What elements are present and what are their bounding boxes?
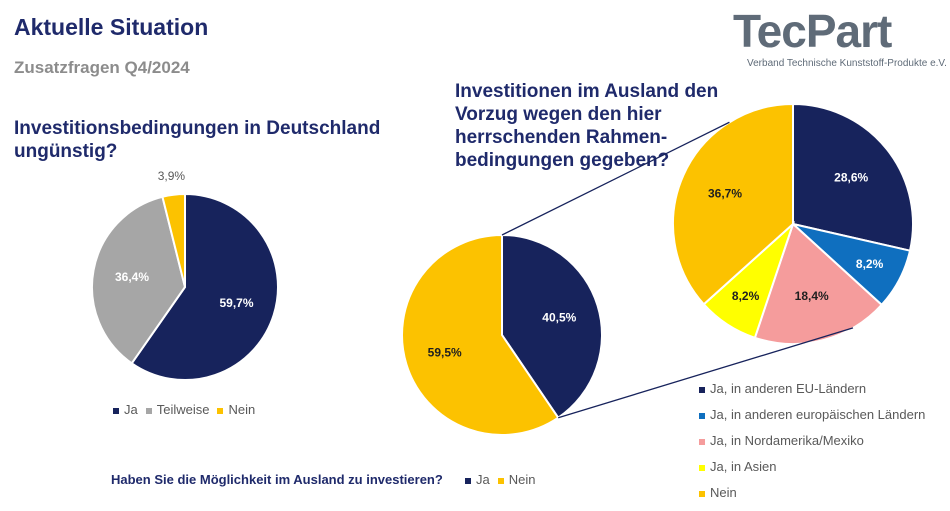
legend-label: Ja — [124, 402, 138, 417]
logo-tagline: Verband Technische Kunststoff-Produkte e… — [747, 58, 947, 69]
chart1-slice-1 — [91, 195, 187, 365]
chart2-slice-1 — [401, 233, 560, 436]
legend-swatch — [113, 407, 119, 414]
chart1-legend: Ja Teilweise Nein — [113, 402, 263, 417]
legend-label: Ja, in Asien — [710, 459, 777, 474]
legend-swatch — [699, 386, 705, 393]
chart3-legend: Ja, in anderen EU-Ländern Ja, in anderen … — [699, 381, 933, 511]
legend-label: Ja, in anderen EU-Ländern — [710, 381, 867, 396]
legend-item: Ja — [113, 402, 138, 417]
legend-item: Ja, in Nordamerika/Mexiko — [699, 433, 925, 448]
legend-item: Ja, in Asien — [699, 459, 925, 474]
legend-item: Ja, in anderen europäischen Ländern — [699, 407, 925, 422]
connector-line-bottom — [558, 327, 854, 419]
legend-swatch — [699, 490, 705, 497]
legend-swatch — [699, 412, 705, 419]
connector-line-top — [501, 121, 730, 236]
legend-label: Nein — [508, 472, 536, 487]
chart1-slice-2 — [161, 192, 186, 288]
legend-item: Nein — [497, 472, 536, 487]
legend-item: Ja — [465, 472, 490, 487]
chart3-pie: 28,6% 8,2% 18,4% 8,2% 36,7% — [672, 102, 914, 345]
legend-label: Ja — [476, 472, 490, 487]
chart3-label-3: 8,2% — [732, 289, 760, 303]
chart2-title: Haben Sie die Möglichkeit im Ausland zu … — [111, 472, 443, 487]
chart2-label-1: 59,5% — [428, 346, 462, 360]
chart3-label-1: 8,2% — [856, 257, 884, 271]
legend-item: Teilweise — [145, 402, 210, 417]
chart2-label-0: 40,5% — [542, 310, 576, 324]
legend-label: Ja, in Nordamerika/Mexiko — [710, 433, 864, 448]
chart3-label-2: 18,4% — [795, 289, 829, 303]
legend-swatch — [699, 464, 705, 471]
page-title: Aktuelle Situation — [14, 14, 209, 40]
legend-swatch — [497, 477, 504, 484]
chart2-slice-0 — [501, 233, 603, 420]
chart3-slice-4 — [672, 102, 794, 306]
legend-label: Nein — [710, 485, 737, 500]
chart1-label-0: 59,7% — [219, 296, 253, 310]
chart1-slice-0 — [130, 192, 279, 381]
chart2-legend: Ja Nein — [465, 472, 543, 487]
chart3-label-0: 28,6% — [834, 171, 868, 185]
chart1-title: Investitionsbedingungen in Deutschland u… — [14, 118, 381, 162]
legend-swatch — [699, 438, 705, 445]
chart3-title: Investitionen im Ausland den Vorzug wege… — [455, 81, 719, 171]
logo: TecPart — [733, 5, 892, 57]
legend-swatch — [145, 407, 152, 414]
chart3-label-4: 36,7% — [708, 187, 742, 201]
legend-label: Nein — [228, 402, 256, 417]
chart1-pie: 59,7% 36,4% 3,9% — [91, 169, 279, 381]
chart1-label-1: 36,4% — [115, 270, 149, 284]
legend-label: Teilweise — [156, 402, 210, 417]
legend-label: Ja, in anderen europäischen Ländern — [710, 407, 926, 422]
chart1-label-2: 3,9% — [158, 169, 186, 183]
legend-item: Ja, in anderen EU-Ländern — [699, 381, 925, 396]
chart3-slice-2 — [753, 222, 884, 345]
legend-swatch — [217, 407, 224, 414]
page-subtitle: Zusatzfragen Q4/2024 — [14, 58, 190, 77]
legend-item: Nein — [699, 485, 925, 500]
chart3-slice-0 — [792, 102, 914, 252]
chart2-pie: 40,5% 59,5% — [401, 233, 603, 436]
legend-item: Nein — [217, 402, 255, 417]
legend-swatch — [465, 477, 471, 484]
